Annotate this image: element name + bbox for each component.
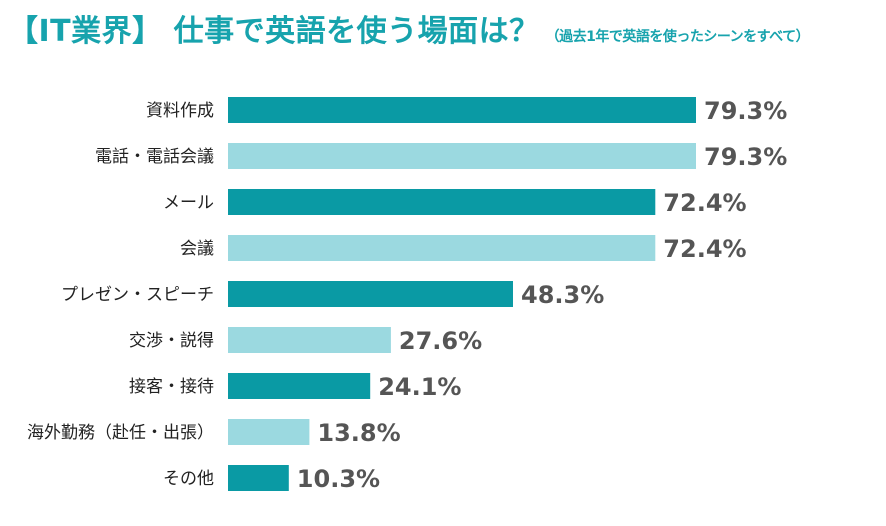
category-label: 接客・接待 [129, 377, 214, 397]
bar [228, 143, 696, 169]
bar [228, 97, 696, 123]
value-label: 79.3% [704, 143, 787, 171]
category-label: 交渉・説得 [129, 331, 214, 351]
chart-subtitle: （過去1年で英語を使ったシーンをすべて） [545, 29, 810, 45]
bar [228, 419, 310, 445]
chart-title-block: 【IT業界】 仕事で英語を使う場面は？ （過去1年で英語を使ったシーンをすべて） [8, 10, 810, 59]
category-label: 会議 [180, 239, 214, 259]
value-label: 13.8% [317, 419, 400, 447]
category-label: その他 [163, 469, 214, 489]
value-label: 48.3% [521, 281, 604, 309]
bar [228, 373, 371, 399]
category-label: メール [163, 193, 214, 213]
value-label: 79.3% [704, 97, 787, 125]
category-label: 資料作成 [146, 101, 214, 121]
bar [228, 465, 289, 491]
value-label: 27.6% [399, 327, 482, 355]
bar [228, 327, 391, 353]
value-label: 24.1% [378, 373, 461, 401]
value-label: 72.4% [663, 189, 746, 217]
category-label: 電話・電話会議 [95, 147, 214, 167]
category-label: 海外勤務（赴任・出張） [27, 423, 214, 443]
value-label: 72.4% [663, 235, 746, 263]
bar [228, 189, 656, 215]
bar [228, 281, 513, 307]
bar [228, 235, 656, 261]
chart-title: 【IT業界】 仕事で英語を使う場面は？ [8, 14, 540, 49]
value-label: 10.3% [297, 465, 380, 493]
category-label: プレゼン・スピーチ [61, 285, 214, 305]
